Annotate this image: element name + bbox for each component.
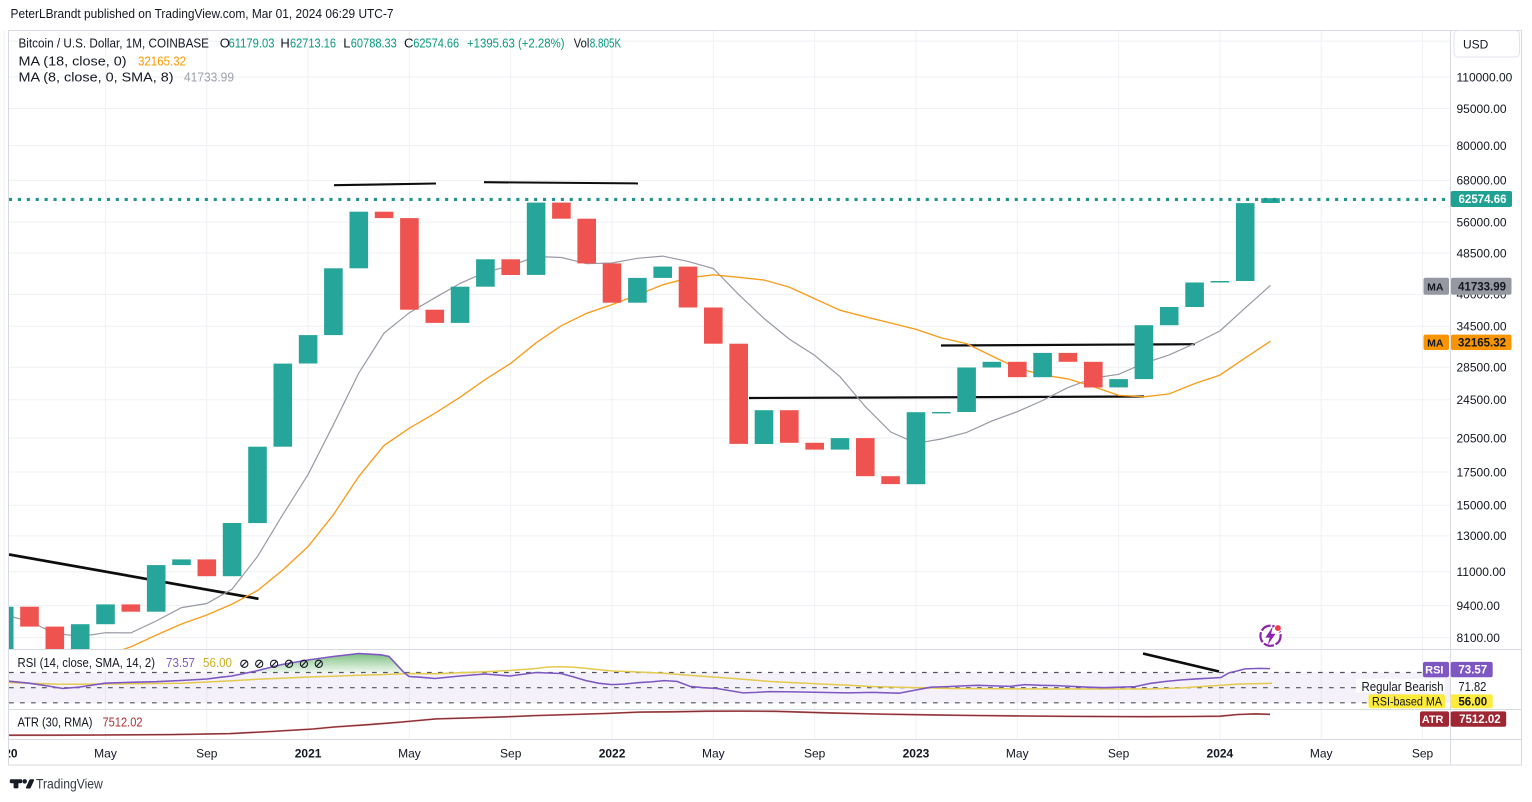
- svg-text:C: C: [404, 36, 413, 51]
- svg-text:May: May: [1006, 747, 1029, 761]
- svg-text:May: May: [1310, 747, 1333, 761]
- svg-text:TradingView: TradingView: [36, 775, 104, 791]
- svg-text:USD: USD: [1463, 37, 1489, 51]
- svg-text:34500.00: 34500.00: [1457, 319, 1507, 333]
- svg-text:O: O: [220, 36, 230, 51]
- svg-text:11000.00: 11000.00: [1457, 565, 1506, 579]
- svg-text:24500.00: 24500.00: [1457, 393, 1507, 407]
- svg-text:Sep: Sep: [1412, 747, 1434, 761]
- svg-text:Vol: Vol: [574, 36, 590, 51]
- svg-text:62713.16: 62713.16: [290, 36, 336, 51]
- svg-text:80000.00: 80000.00: [1457, 139, 1507, 153]
- svg-text:MA: MA: [1427, 281, 1444, 293]
- svg-text:62574.66: 62574.66: [1459, 194, 1507, 206]
- svg-text:MA (8, close, 0, SMA, 8): MA (8, close, 0, SMA, 8): [19, 71, 174, 85]
- svg-text:61179.03: 61179.03: [229, 36, 275, 51]
- svg-text:56.00: 56.00: [203, 656, 232, 670]
- svg-text:41733.99: 41733.99: [184, 71, 234, 85]
- svg-text:May: May: [398, 747, 421, 761]
- svg-text:7512.02: 7512.02: [103, 716, 143, 730]
- svg-text:RSI: RSI: [1425, 665, 1443, 677]
- svg-text:32165.32: 32165.32: [1458, 337, 1506, 349]
- svg-text:2021: 2021: [295, 747, 322, 761]
- svg-text:73.57: 73.57: [1458, 665, 1487, 677]
- svg-text:68000.00: 68000.00: [1457, 174, 1507, 188]
- svg-text:56.00: 56.00: [1458, 696, 1487, 708]
- svg-text:9400.00: 9400.00: [1457, 599, 1501, 613]
- svg-text:RSI (14, close, SMA, 14, 2): RSI (14, close, SMA, 14, 2): [18, 656, 156, 670]
- svg-text:PeterLBrandt published on Trad: PeterLBrandt published on TradingView.co…: [11, 6, 394, 21]
- svg-text:8.805K: 8.805K: [590, 36, 622, 51]
- svg-text:48500.00: 48500.00: [1457, 246, 1507, 260]
- svg-text:17500.00: 17500.00: [1457, 465, 1507, 479]
- svg-text:Sep: Sep: [500, 747, 522, 761]
- svg-text:ATR: ATR: [1422, 714, 1444, 726]
- svg-text:+1395.63 (+2.28%): +1395.63 (+2.28%): [467, 36, 565, 51]
- svg-text:7512.02: 7512.02: [1459, 714, 1501, 726]
- svg-text:Sep: Sep: [804, 747, 826, 761]
- svg-text:2022: 2022: [599, 747, 626, 761]
- svg-text:2024: 2024: [1207, 747, 1234, 761]
- svg-text:28500.00: 28500.00: [1457, 361, 1507, 375]
- svg-text:41733.99: 41733.99: [1458, 281, 1506, 293]
- svg-text:RSI-based MA: RSI-based MA: [1372, 694, 1443, 708]
- svg-text:20500.00: 20500.00: [1457, 431, 1507, 445]
- svg-text:H: H: [280, 36, 289, 51]
- svg-text:60788.33: 60788.33: [351, 36, 397, 51]
- svg-text:56000.00: 56000.00: [1457, 215, 1507, 229]
- svg-text:15000.00: 15000.00: [1457, 498, 1507, 512]
- svg-text:8100.00: 8100.00: [1457, 631, 1501, 645]
- svg-text:MA: MA: [1427, 337, 1444, 349]
- svg-text:MA (18, close, 0): MA (18, close, 0): [19, 55, 127, 69]
- svg-text:Regular Bearish: Regular Bearish: [1362, 679, 1444, 694]
- svg-text:71.82: 71.82: [1458, 679, 1486, 694]
- svg-text:32165.32: 32165.32: [138, 55, 186, 69]
- svg-text:L: L: [343, 36, 350, 51]
- svg-text:ATR (30, RMA): ATR (30, RMA): [18, 716, 93, 730]
- svg-text:73.57: 73.57: [166, 656, 195, 670]
- svg-text:May: May: [94, 747, 117, 761]
- svg-text:Sep: Sep: [1108, 747, 1130, 761]
- svg-text:May: May: [702, 747, 725, 761]
- svg-text:2020: 2020: [0, 747, 18, 761]
- svg-text:2023: 2023: [903, 747, 930, 761]
- svg-text:62574.66: 62574.66: [413, 36, 459, 51]
- svg-text:13000.00: 13000.00: [1457, 529, 1507, 543]
- svg-text:110000.00: 110000.00: [1457, 70, 1513, 84]
- svg-text:Sep: Sep: [196, 747, 218, 761]
- svg-text:Bitcoin / U.S. Dollar, 1M, COI: Bitcoin / U.S. Dollar, 1M, COINBASE: [19, 36, 210, 51]
- svg-text:95000.00: 95000.00: [1457, 102, 1507, 116]
